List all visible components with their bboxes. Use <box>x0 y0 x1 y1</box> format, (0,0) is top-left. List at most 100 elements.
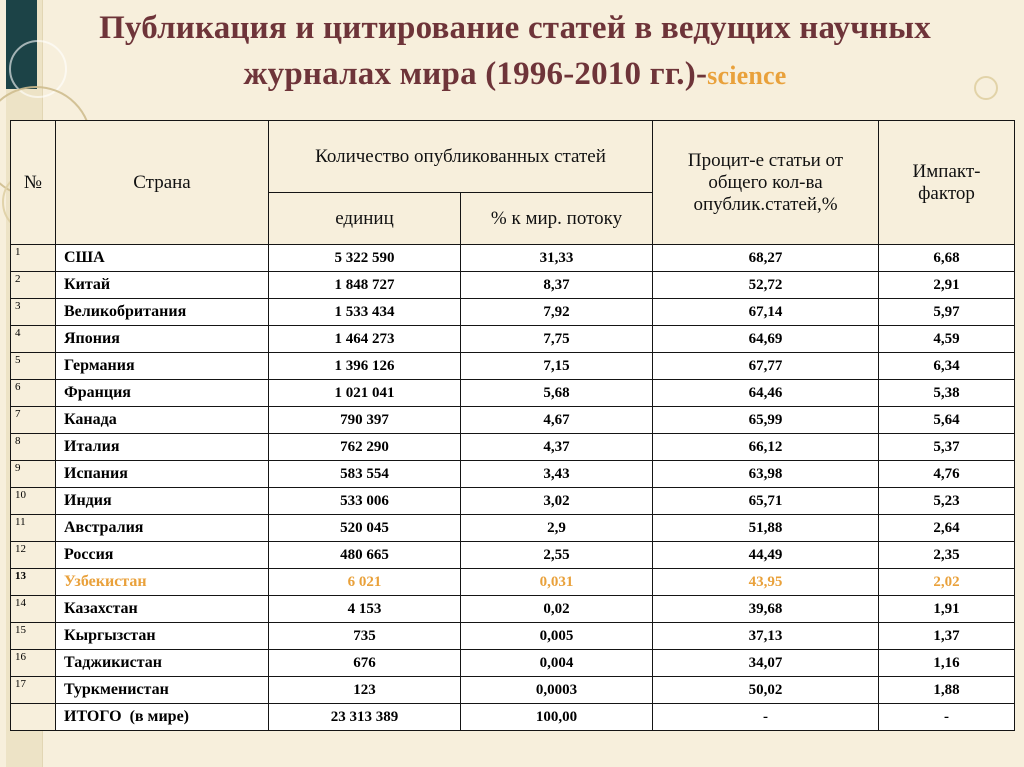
pct-world-cell: 2,55 <box>459 541 654 569</box>
table-row: 8 Италия 762 290 4,37 66,12 5,37 <box>10 433 1016 461</box>
country-cell: Кыргызстан <box>55 622 269 650</box>
decorative-circle <box>974 76 998 100</box>
row-number-cell <box>10 703 56 731</box>
units-cell: 1 464 273 <box>268 325 461 353</box>
units-cell: 123 <box>268 676 461 704</box>
table-row: 4 Япония 1 464 273 7,75 64,69 4,59 <box>10 325 1016 353</box>
table-row: 12 Россия 480 665 2,55 44,49 2,35 <box>10 541 1016 569</box>
row-number-cell: 8 <box>10 433 56 461</box>
title-main-text: Публикация и цитирование статей в ведущи… <box>99 10 931 92</box>
impact-factor-cell: 4,59 <box>878 325 1016 353</box>
units-cell: 762 290 <box>268 433 461 461</box>
table-header: № Страна Количество опубликованных стате… <box>10 120 1016 245</box>
country-cell: Великобритания <box>55 298 269 326</box>
country-cell: Япония <box>55 325 269 353</box>
header-impact-factor: Импакт-фактор <box>878 120 1016 245</box>
pct-world-cell: 4,67 <box>459 406 654 434</box>
impact-factor-cell: 2,35 <box>878 541 1016 569</box>
country-cell: ИТОГО (в мире) <box>55 703 269 731</box>
units-cell: 676 <box>268 649 461 677</box>
table-row: 9 Испания 583 554 3,43 63,98 4,76 <box>10 460 1016 488</box>
table-row: 2 Китай 1 848 727 8,37 52,72 2,91 <box>10 271 1016 299</box>
cited-pct-cell: 37,13 <box>652 622 880 650</box>
pct-world-cell: 0,031 <box>459 568 654 596</box>
pct-world-cell: 100,00 <box>459 703 654 731</box>
row-number-cell: 9 <box>10 460 56 488</box>
country-cell: Узбекистан <box>55 568 269 596</box>
cited-pct-cell: 66,12 <box>652 433 880 461</box>
pct-world-cell: 3,02 <box>459 487 654 515</box>
cited-pct-cell: 65,99 <box>652 406 880 434</box>
table-row: 7 Канада 790 397 4,67 65,99 5,64 <box>10 406 1016 434</box>
table-row: 16 Таджикистан 676 0,004 34,07 1,16 <box>10 649 1016 677</box>
table-row: 10 Индия 533 006 3,02 65,71 5,23 <box>10 487 1016 515</box>
cited-pct-cell: 43,95 <box>652 568 880 596</box>
cited-pct-cell: 64,46 <box>652 379 880 407</box>
row-number-cell: 11 <box>10 514 56 542</box>
impact-factor-cell: 2,64 <box>878 514 1016 542</box>
row-number-cell: 3 <box>10 298 56 326</box>
publications-table: № Страна Количество опубликованных стате… <box>10 120 1016 731</box>
impact-factor-cell: 6,68 <box>878 244 1016 272</box>
row-number-cell: 17 <box>10 676 56 704</box>
impact-factor-cell: 5,38 <box>878 379 1016 407</box>
table-row: 1 США 5 322 590 31,33 68,27 6,68 <box>10 244 1016 272</box>
table-row: 14 Казахстан 4 153 0,02 39,68 1,91 <box>10 595 1016 623</box>
pct-world-cell: 2,9 <box>459 514 654 542</box>
impact-factor-cell: 1,91 <box>878 595 1016 623</box>
header-country: Страна <box>55 120 269 245</box>
units-cell: 4 153 <box>268 595 461 623</box>
pct-world-cell: 0,02 <box>459 595 654 623</box>
row-number-cell: 1 <box>10 244 56 272</box>
impact-factor-cell: 5,64 <box>878 406 1016 434</box>
slide-title: Публикация и цитирование статей в ведущи… <box>50 6 980 97</box>
table-body: 1 США 5 322 590 31,33 68,27 6,68 2 Китай… <box>10 244 1016 731</box>
row-number-cell: 16 <box>10 649 56 677</box>
table-row: 3 Великобритания 1 533 434 7,92 67,14 5,… <box>10 298 1016 326</box>
cited-pct-cell: 34,07 <box>652 649 880 677</box>
cited-pct-cell: 65,71 <box>652 487 880 515</box>
impact-factor-cell: 2,02 <box>878 568 1016 596</box>
row-number-cell: 15 <box>10 622 56 650</box>
country-cell: Таджикистан <box>55 649 269 677</box>
country-cell: Франция <box>55 379 269 407</box>
impact-factor-cell: 1,37 <box>878 622 1016 650</box>
units-cell: 1 396 126 <box>268 352 461 380</box>
impact-factor-cell: 1,16 <box>878 649 1016 677</box>
row-number-cell: 12 <box>10 541 56 569</box>
table-row: ИТОГО (в мире) 23 313 389 100,00 - - <box>10 703 1016 731</box>
pct-world-cell: 8,37 <box>459 271 654 299</box>
units-cell: 5 322 590 <box>268 244 461 272</box>
row-number-cell: 13 <box>10 568 56 596</box>
header-published-group: Количество опубликованных статей <box>267 120 654 193</box>
units-cell: 1 848 727 <box>268 271 461 299</box>
row-number-cell: 4 <box>10 325 56 353</box>
cited-pct-cell: 52,72 <box>652 271 880 299</box>
pct-world-cell: 0,005 <box>459 622 654 650</box>
pct-world-cell: 5,68 <box>459 379 654 407</box>
country-cell: Испания <box>55 460 269 488</box>
row-number-cell: 6 <box>10 379 56 407</box>
country-cell: Индия <box>55 487 269 515</box>
country-cell: Казахстан <box>55 595 269 623</box>
row-number-cell: 14 <box>10 595 56 623</box>
units-cell: 533 006 <box>268 487 461 515</box>
impact-factor-cell: 1,88 <box>878 676 1016 704</box>
impact-factor-cell: 5,37 <box>878 433 1016 461</box>
impact-factor-cell: 5,23 <box>878 487 1016 515</box>
cited-pct-cell: 63,98 <box>652 460 880 488</box>
country-cell: Германия <box>55 352 269 380</box>
cited-pct-cell: 39,68 <box>652 595 880 623</box>
cited-pct-cell: 51,88 <box>652 514 880 542</box>
pct-world-cell: 0,004 <box>459 649 654 677</box>
cited-pct-cell: 67,77 <box>652 352 880 380</box>
pct-world-cell: 4,37 <box>459 433 654 461</box>
impact-factor-cell: 5,97 <box>878 298 1016 326</box>
row-number-cell: 5 <box>10 352 56 380</box>
country-cell: США <box>55 244 269 272</box>
units-cell: 583 554 <box>268 460 461 488</box>
country-cell: Австралия <box>55 514 269 542</box>
pct-world-cell: 3,43 <box>459 460 654 488</box>
header-cited-articles: Процит-е статьи от общего кол-ва опублик… <box>652 120 880 245</box>
